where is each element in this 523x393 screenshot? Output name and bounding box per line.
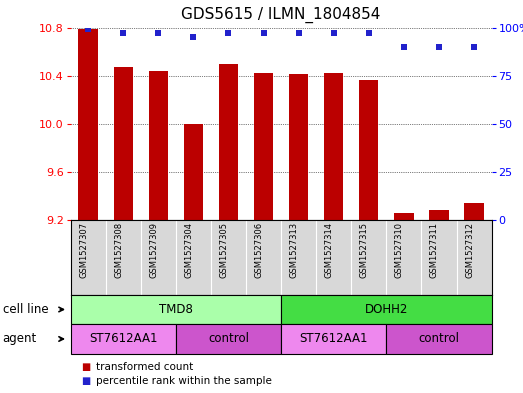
- Point: [84, 26, 93, 33]
- Bar: [289, 74, 308, 220]
- Text: ST7612AA1: ST7612AA1: [300, 332, 368, 345]
- Text: agent: agent: [3, 332, 37, 345]
- Title: GDS5615 / ILMN_1804854: GDS5615 / ILMN_1804854: [181, 7, 381, 23]
- Text: percentile rank within the sample: percentile rank within the sample: [96, 376, 271, 386]
- Point: [154, 30, 163, 37]
- Bar: [71, 295, 281, 324]
- Point: [189, 34, 198, 40]
- Text: GSM1527306: GSM1527306: [255, 222, 264, 279]
- Text: GSM1527305: GSM1527305: [220, 222, 229, 278]
- Bar: [324, 73, 344, 220]
- Bar: [386, 324, 492, 354]
- Bar: [219, 64, 238, 220]
- Point: [435, 44, 443, 50]
- Point: [329, 30, 338, 37]
- Text: GSM1527314: GSM1527314: [325, 222, 334, 278]
- Bar: [184, 124, 203, 220]
- Point: [259, 30, 268, 37]
- Point: [470, 44, 478, 50]
- Text: control: control: [418, 332, 460, 345]
- Bar: [394, 213, 414, 220]
- Point: [119, 30, 128, 37]
- Text: GSM1527312: GSM1527312: [465, 222, 474, 278]
- Point: [294, 30, 303, 37]
- Text: GSM1527309: GSM1527309: [149, 222, 158, 278]
- Text: ■: ■: [81, 376, 90, 386]
- Text: GSM1527308: GSM1527308: [114, 222, 123, 279]
- Text: cell line: cell line: [3, 303, 48, 316]
- Bar: [359, 81, 379, 220]
- Text: DOHH2: DOHH2: [365, 303, 408, 316]
- Bar: [464, 203, 484, 220]
- Bar: [113, 67, 133, 220]
- Text: ■: ■: [81, 362, 90, 373]
- Text: ST7612AA1: ST7612AA1: [89, 332, 157, 345]
- Bar: [176, 324, 281, 354]
- Point: [224, 30, 233, 37]
- Text: GSM1527304: GSM1527304: [185, 222, 194, 278]
- Bar: [281, 324, 386, 354]
- Text: TMD8: TMD8: [159, 303, 193, 316]
- Text: transformed count: transformed count: [96, 362, 193, 373]
- Text: GSM1527315: GSM1527315: [360, 222, 369, 278]
- Text: GSM1527307: GSM1527307: [79, 222, 88, 279]
- Point: [365, 30, 373, 37]
- Bar: [149, 71, 168, 220]
- Bar: [78, 29, 98, 220]
- Text: control: control: [208, 332, 249, 345]
- Bar: [71, 324, 176, 354]
- Text: GSM1527311: GSM1527311: [430, 222, 439, 278]
- Text: GSM1527313: GSM1527313: [290, 222, 299, 279]
- Bar: [254, 73, 273, 220]
- Bar: [429, 211, 449, 220]
- Bar: [281, 295, 492, 324]
- Text: GSM1527310: GSM1527310: [395, 222, 404, 278]
- Point: [400, 44, 408, 50]
